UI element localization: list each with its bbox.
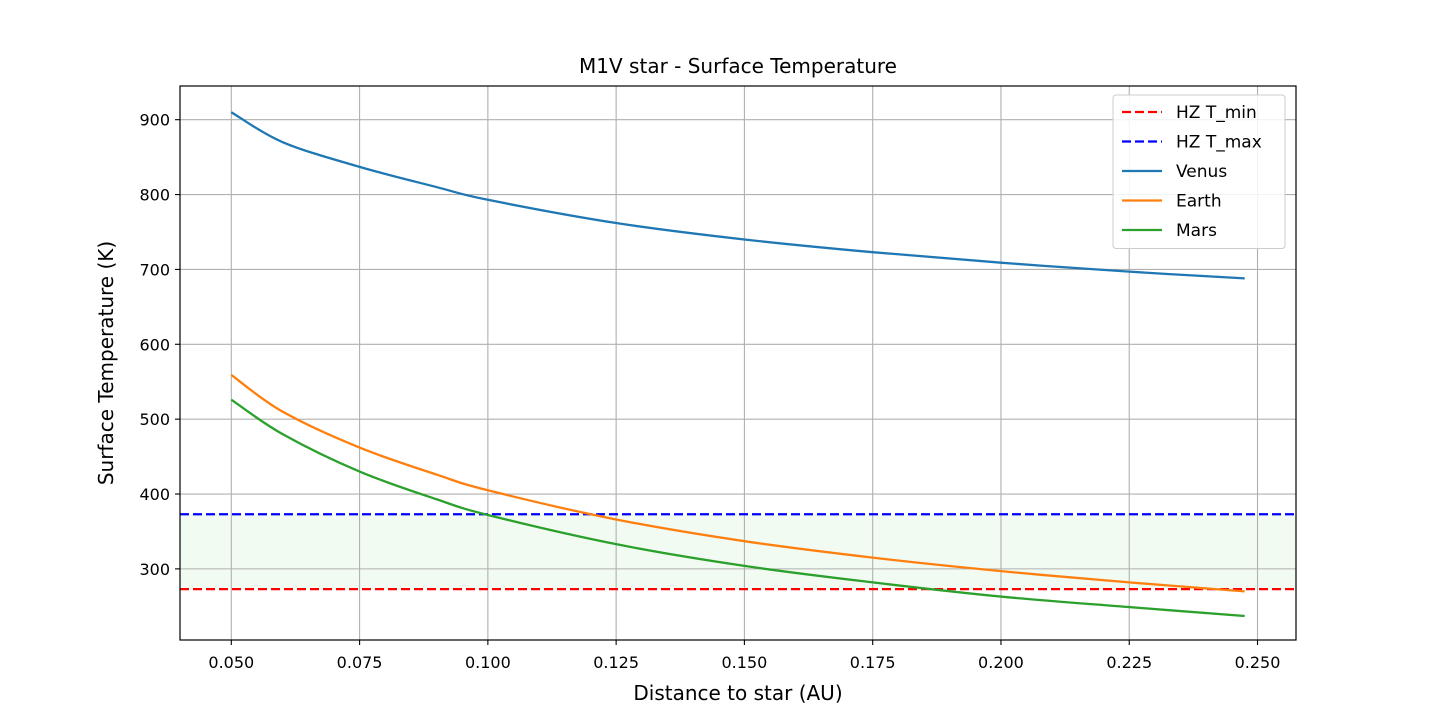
y-tick-label: 300	[139, 560, 170, 579]
legend-label: Mars	[1176, 221, 1217, 241]
legend: HZ T_min HZ T_max Venus Earth Mars	[1112, 94, 1286, 249]
x-tick-label: 0.050	[208, 653, 254, 672]
plot-area: 0.050 0.075 0.100 0.125 0.150 0.175 0.200 0.225…	[139, 85, 1297, 672]
y-tick-label: 800	[139, 186, 170, 205]
legend-label: Earth	[1176, 192, 1222, 212]
x-tick-label: 0.175	[850, 653, 896, 672]
x-tick-label: 0.075	[337, 653, 383, 672]
legend-label: Venus	[1176, 162, 1227, 182]
axes-frame	[179, 85, 1297, 641]
y-tick-label: 400	[139, 485, 170, 504]
series-line-mars	[230, 398, 1245, 618]
habitable-zone-band	[180, 514, 1296, 590]
x-tick-label: 0.200	[978, 653, 1024, 672]
x-tick-label: 0.100	[465, 653, 511, 672]
x-tick-label: 0.225	[1106, 653, 1152, 672]
y-tick-label: 500	[139, 410, 170, 429]
x-tick-label: 0.150	[722, 653, 768, 672]
y-tick-label: 900	[139, 111, 170, 130]
x-axis-title: Distance to star (AU)	[633, 681, 842, 705]
series-line-earth	[230, 374, 1245, 593]
y-tick-label: 600	[139, 335, 170, 354]
legend-box	[1112, 94, 1286, 249]
legend-label: HZ T_max	[1176, 133, 1262, 153]
y-tick-label: 700	[139, 260, 170, 279]
chart-title: M1V star - Surface Temperature	[579, 54, 897, 78]
y-axis-title: Surface Temperature (K)	[94, 241, 118, 485]
series-line-venus	[230, 111, 1245, 280]
x-tick-label: 0.250	[1235, 653, 1281, 672]
legend-label: HZ T_min	[1176, 103, 1257, 123]
x-tick-label: 0.125	[593, 653, 639, 672]
